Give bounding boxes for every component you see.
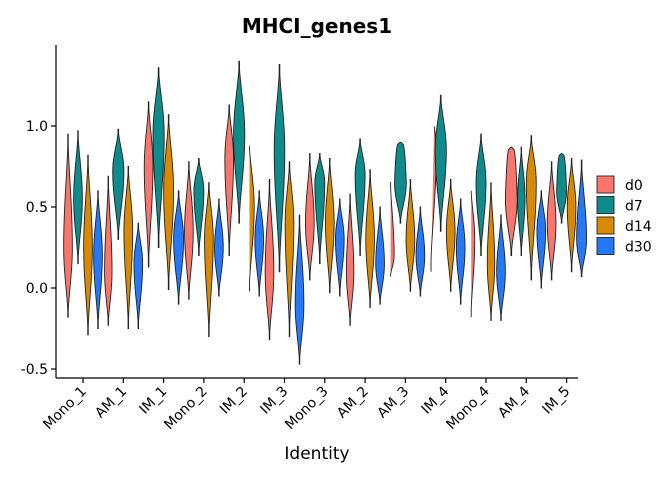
violin-d7-am-1	[112, 128, 125, 240]
violin-d30-mono-3	[335, 198, 345, 297]
violin-d30-mono-2	[214, 198, 224, 297]
x-tick-label: Mono_2	[161, 384, 210, 433]
legend-swatch-d0	[596, 175, 615, 194]
y-ticks: -0.5 0.0 0.5 1.0	[21, 119, 56, 378]
x-tick-label: IM_3	[257, 384, 291, 418]
violin-d7-mono-2	[193, 157, 205, 257]
violin-d7-mono-1	[73, 130, 83, 265]
y-tick-label: -0.5	[21, 362, 48, 378]
violin-d14-im-4	[445, 179, 456, 292]
x-tick-label: AM_4	[495, 383, 533, 421]
legend-label-d30: d30	[625, 240, 652, 256]
violin-d30-im-5	[576, 159, 588, 278]
violin-d30-mono-1	[93, 190, 103, 329]
violin-d0-im-2	[224, 104, 234, 257]
x-tick-label: IM_1	[136, 384, 170, 418]
violin-d0-am-1	[104, 175, 113, 326]
violin-d30-im-3	[294, 214, 305, 365]
x-tick-label: IM_2	[217, 384, 251, 418]
violin-d0-mono-2	[184, 161, 194, 300]
violin-d7-im-4	[434, 94, 447, 232]
x-tick-label: AM_2	[334, 384, 372, 422]
x-axis-label: Identity	[284, 444, 349, 464]
violin-d30-am-3	[415, 206, 426, 297]
violin-d30-im-2	[254, 190, 264, 297]
violin-d30-am-2	[375, 206, 385, 305]
violin-d14-im-1	[163, 114, 174, 291]
violin-d7-im-1	[152, 67, 165, 248]
x-tick-label: Mono_3	[282, 384, 331, 433]
legend-label-d14: d14	[625, 219, 652, 235]
legend-label-d7: d7	[625, 199, 643, 215]
x-tick-label: Mono_4	[443, 383, 493, 433]
violin-d7-im-3	[273, 63, 286, 273]
violin-d14-am-4	[525, 135, 537, 281]
legend-swatch-d14	[596, 216, 615, 235]
violin-d0-mono-1	[63, 133, 73, 318]
violin-d0-mono-4	[470, 190, 476, 318]
violin-d14-im-2	[249, 145, 255, 292]
violin-d7-am-3	[394, 141, 407, 224]
legend-swatch-d7	[596, 196, 615, 214]
violin-d7-mono-3	[314, 153, 326, 265]
violin-d0-am-4	[504, 146, 518, 257]
x-tick-label: AM_3	[374, 384, 412, 422]
y-tick-label: 0.0	[26, 281, 48, 297]
violin-d14-am-2	[365, 169, 375, 308]
violin-d0-am-2	[345, 193, 355, 326]
x-tick-label: AM_1	[92, 384, 130, 422]
violin-d14-am-1	[123, 166, 134, 329]
violin-d0-mono-3	[305, 153, 315, 281]
violin-d7-am-4	[517, 146, 526, 257]
violin-d0-im-5	[546, 161, 557, 281]
violin-d14-mono-3	[325, 157, 335, 294]
violin-d14-mono-2	[204, 182, 214, 338]
violin-d7-mono-4	[475, 133, 487, 257]
x-tick-label: IM_5	[539, 384, 573, 418]
axes-layer	[55, 45, 578, 379]
legend: d0 d7 d14 d30	[596, 175, 652, 256]
violin-d30-am-4	[536, 190, 547, 289]
violin-d30-im-1	[173, 190, 185, 305]
x-tick-label: IM_4	[418, 383, 452, 417]
violin-d7-im-5	[556, 153, 568, 224]
violin-d0-im-1	[143, 101, 154, 268]
chart-title: MHCI_genes1	[242, 14, 392, 38]
violin-d0-am-3	[390, 181, 395, 277]
violins-layer	[63, 60, 588, 365]
violin-d14-mono-1	[83, 154, 93, 336]
violin-d7-am-2	[354, 138, 366, 257]
x-tick-label: Mono_1	[40, 384, 89, 433]
legend-swatch-d30	[596, 237, 615, 255]
violin-d14-am-3	[405, 179, 416, 292]
y-tick-label: 0.5	[26, 200, 48, 216]
violin-d14-im-3	[284, 161, 295, 338]
violin-d0-im-3	[264, 179, 275, 341]
violin-d7-im-2	[233, 60, 246, 224]
violin-d14-mono-4	[486, 182, 496, 321]
legend-label-d0: d0	[625, 178, 643, 194]
y-tick-label: 1.0	[26, 119, 48, 135]
violin-d30-mono-4	[496, 214, 506, 321]
violin-d30-im-4	[455, 198, 466, 305]
violin-d30-am-1	[133, 222, 144, 329]
violin-d14-im-5	[566, 157, 577, 273]
